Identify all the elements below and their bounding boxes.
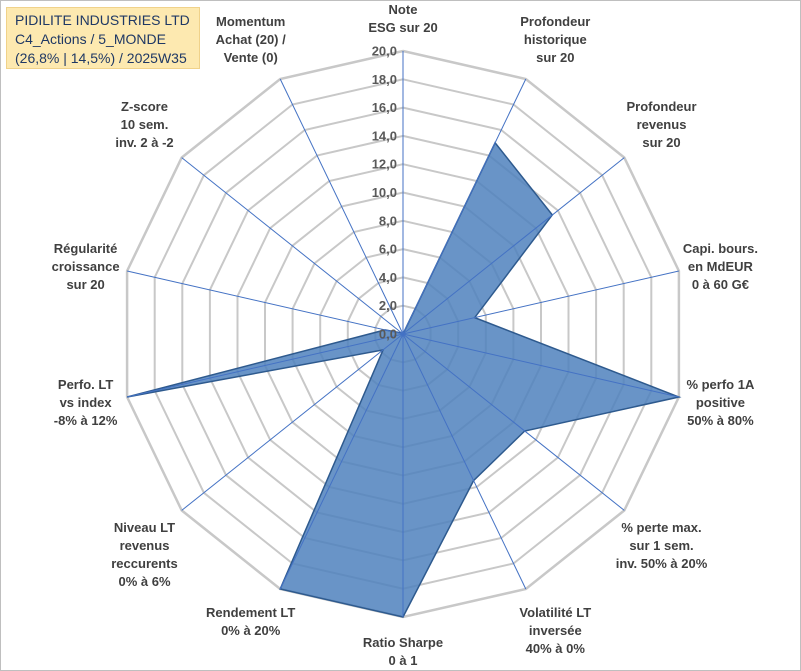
axis-label-line: inversée	[529, 623, 582, 638]
axis-label: Note ESG sur 20	[368, 2, 437, 35]
tick-label: 0,0	[379, 327, 397, 342]
axis-label-line: 40% à 0%	[526, 641, 586, 656]
tick-label: 10,0	[372, 185, 397, 200]
axis-label-line: Profondeur	[520, 14, 590, 29]
axis-label: Niveau LT revenus reccurents 0% à 6%	[111, 520, 177, 589]
axis-label: Rendement LT 0% à 20%	[206, 605, 295, 638]
tick-label: 4,0	[379, 270, 397, 285]
axis-spoke	[181, 333, 404, 511]
axis-label-line: croissance	[52, 259, 120, 274]
radial-tick-labels: 0,0 2,0 4,0 6,0 8,0 10,0 12,0 14,0 16,0 18,0 20,0	[372, 44, 397, 342]
tick-label: 14,0	[372, 128, 397, 143]
axis-label: Volatilité LT inversée 40% à 0%	[519, 605, 591, 656]
axis-label-line: Volatilité LT	[519, 605, 591, 620]
axis-label-line: revenus	[637, 117, 687, 132]
axis-label-line: positive	[696, 395, 745, 410]
tick-label: 8,0	[379, 213, 397, 228]
axis-label-line: inv. 50% à 20%	[616, 556, 708, 571]
axis-label-line: revenus	[120, 538, 170, 553]
axis-label: Profondeur historique sur 20	[520, 14, 590, 65]
axis-labels: Note ESG sur 20 Profondeur historique sur 20…	[52, 2, 758, 668]
axis-label-line: sur 20	[66, 277, 104, 292]
axis-label-line: Momentum	[216, 14, 285, 29]
category-label: C4_Actions / 5_MONDE	[15, 31, 166, 47]
tick-label: 16,0	[372, 100, 397, 115]
axis-spoke	[279, 78, 404, 335]
tick-label: 2,0	[379, 298, 397, 313]
tick-label: 6,0	[379, 242, 397, 257]
axis-spoke	[402, 78, 527, 335]
axis-label: Momentum Achat (20) / Vente (0)	[216, 14, 286, 65]
axis-label-line: inv. 2 à -2	[115, 135, 173, 150]
axis-label-line: Ratio Sharpe	[363, 635, 443, 650]
axis-label-line: ESG sur 20	[368, 20, 437, 35]
axis-label: Perfo. LT vs index -8% à 12%	[54, 377, 118, 428]
axis-label-line: 0 à 60 G€	[692, 277, 749, 292]
axis-label-line: % perte max.	[621, 520, 701, 535]
axis-spoke	[402, 333, 625, 511]
company-name: PIDILITE INDUSTRIES LTD	[15, 12, 190, 28]
axis-spoke	[126, 270, 404, 335]
axis-label-line: vs index	[60, 395, 113, 410]
axis-label-line: 10 sem.	[121, 117, 169, 132]
axis-spoke	[402, 333, 527, 590]
axis-label-line: -8% à 12%	[54, 413, 118, 428]
axis-label-line: historique	[524, 32, 587, 47]
axis-spoke	[279, 333, 404, 590]
axis-label: Capi. bours. en MdEUR 0 à 60 G€	[683, 241, 758, 292]
stock-info-box: PIDILITE INDUSTRIES LTD C4_Actions / 5_M…	[6, 7, 200, 69]
axis-label-line: Z-score	[121, 99, 168, 114]
axis-spoke	[402, 333, 680, 398]
axis-label-line: % perfo 1A	[686, 377, 755, 392]
tick-label: 18,0	[372, 72, 397, 87]
axis-label-line: sur 20	[536, 50, 574, 65]
axis-label-line: Perfo. LT	[58, 377, 113, 392]
axis-label-line: 50% à 80%	[687, 413, 754, 428]
axis-label-line: sur 1 sem.	[629, 538, 693, 553]
axis-label: % perte max. sur 1 sem. inv. 50% à 20%	[616, 520, 708, 571]
tick-label: 20,0	[372, 44, 397, 59]
axis-label-line: Régularité	[54, 241, 118, 256]
axis-label-line: 0% à 6%	[118, 574, 170, 589]
axis-label-line: en MdEUR	[688, 259, 754, 274]
axis-label-line: 0% à 20%	[221, 623, 281, 638]
tick-label: 12,0	[372, 157, 397, 172]
axis-spoke	[126, 333, 404, 398]
axis-label-line: Note	[389, 2, 418, 17]
axis-label: Régularité croissance sur 20	[52, 241, 120, 292]
axis-label-line: Profondeur	[626, 99, 696, 114]
axis-label-line: sur 20	[642, 135, 680, 150]
axis-label-line: Achat (20) /	[216, 32, 286, 47]
performance-week-label: (26,8% | 14,5%) / 2025W35	[15, 50, 187, 66]
axis-label-line: Capi. bours.	[683, 241, 758, 256]
axis-label: Ratio Sharpe 0 à 1	[363, 635, 443, 668]
axis-label-line: Vente (0)	[224, 50, 278, 65]
axis-label-line: reccurents	[111, 556, 177, 571]
axis-label-line: Rendement LT	[206, 605, 295, 620]
axis-label-line: Niveau LT	[114, 520, 175, 535]
axis-label-line: 0 à 1	[389, 653, 418, 668]
axis-spoke	[402, 270, 680, 335]
axis-spoke	[181, 157, 404, 335]
axis-label: Z-score 10 sem. inv. 2 à -2	[115, 99, 173, 150]
axis-label: Profondeur revenus sur 20	[626, 99, 696, 150]
axis-label: % perfo 1A positive 50% à 80%	[686, 377, 755, 428]
axis-spoke	[402, 157, 625, 335]
